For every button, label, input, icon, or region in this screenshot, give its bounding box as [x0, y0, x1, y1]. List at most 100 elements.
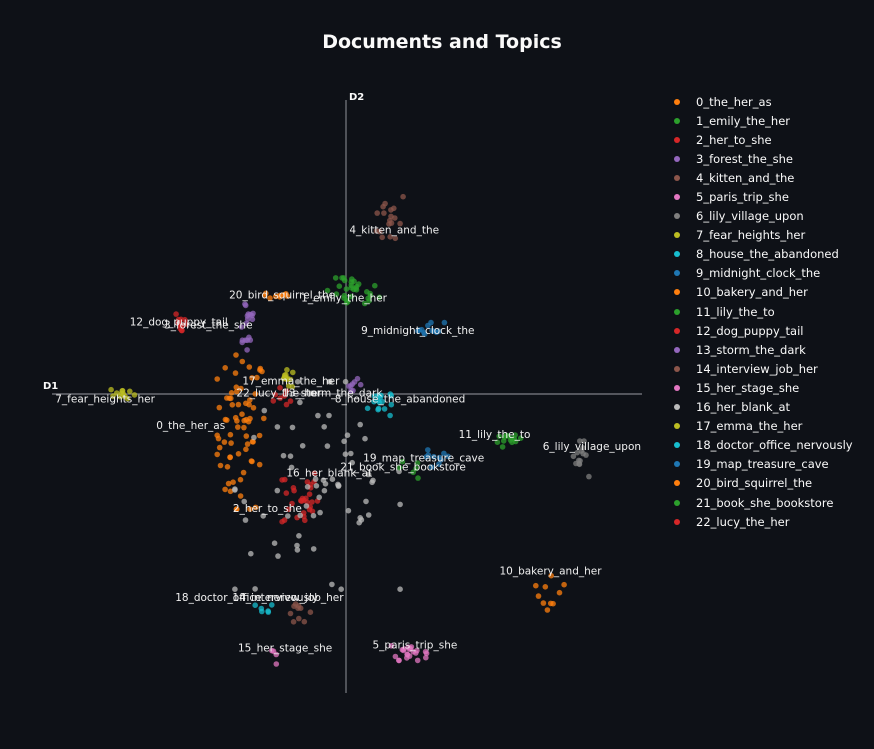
- point-topic-1[interactable]: [341, 292, 348, 299]
- point-topic-6[interactable]: [578, 448, 585, 454]
- point-topic-4[interactable]: [374, 210, 381, 216]
- point-topic-11[interactable]: [499, 444, 506, 450]
- point-topic-16[interactable]: [317, 509, 323, 516]
- point-topic-8[interactable]: [375, 397, 382, 404]
- point-topic-9[interactable]: [421, 331, 428, 338]
- point-topic-7[interactable]: [110, 393, 116, 399]
- point-topic-0[interactable]: [224, 464, 231, 470]
- point-topic-0[interactable]: [248, 458, 255, 464]
- point-topic-8[interactable]: [375, 406, 381, 413]
- point-topic-0[interactable]: [247, 415, 253, 422]
- point-topic-18[interactable]: [269, 602, 275, 608]
- point-topic-8[interactable]: [364, 405, 371, 412]
- point-topic-1[interactable]: [376, 294, 383, 301]
- point-topic-16[interactable]: [280, 452, 287, 459]
- point-topic-1[interactable]: [345, 299, 351, 305]
- point-topic-6[interactable]: [577, 438, 583, 444]
- point-topic-20[interactable]: [267, 295, 273, 301]
- point-topic-16[interactable]: [365, 512, 372, 518]
- point-topic-0[interactable]: [239, 411, 245, 418]
- point-topic-16[interactable]: [274, 487, 281, 494]
- point-topic-6[interactable]: [583, 452, 589, 458]
- point-topic-3[interactable]: [244, 347, 250, 353]
- point-topic-0[interactable]: [222, 365, 228, 371]
- point-topic-16[interactable]: [297, 399, 303, 406]
- point-topic-8[interactable]: [381, 406, 388, 412]
- point-topic-0[interactable]: [243, 446, 249, 453]
- point-topic-0[interactable]: [216, 404, 223, 411]
- point-topic-17[interactable]: [289, 384, 296, 390]
- point-topic-0[interactable]: [227, 488, 234, 495]
- legend-item[interactable]: 20_bird_squirrel_the: [672, 474, 853, 493]
- point-topic-16[interactable]: [370, 477, 376, 484]
- point-topic-1[interactable]: [372, 282, 378, 289]
- point-topic-16[interactable]: [275, 553, 281, 559]
- point-topic-11[interactable]: [494, 439, 501, 446]
- point-topic-2[interactable]: [281, 517, 288, 523]
- point-topic-16[interactable]: [397, 501, 403, 508]
- point-topic-4[interactable]: [387, 234, 394, 240]
- point-topic-4[interactable]: [397, 220, 403, 227]
- point-topic-12[interactable]: [173, 311, 179, 317]
- point-topic-1[interactable]: [361, 300, 368, 307]
- legend-item[interactable]: 2_her_to_she: [672, 130, 853, 149]
- point-topic-14[interactable]: [307, 609, 314, 615]
- legend-item[interactable]: 5_paris_trip_she: [672, 187, 853, 206]
- point-topic-17[interactable]: [287, 376, 294, 383]
- point-topic-1[interactable]: [333, 291, 340, 297]
- point-topic-16[interactable]: [289, 424, 296, 431]
- point-topic-0[interactable]: [247, 397, 253, 403]
- point-topic-3[interactable]: [244, 316, 251, 322]
- point-topic-6[interactable]: [576, 457, 582, 464]
- point-topic-22[interactable]: [272, 391, 279, 398]
- point-topic-0[interactable]: [243, 400, 249, 407]
- point-topic-0[interactable]: [228, 390, 235, 396]
- point-topic-16[interactable]: [348, 450, 354, 457]
- point-topic-0[interactable]: [214, 376, 220, 382]
- point-topic-4[interactable]: [388, 213, 394, 220]
- point-topic-0[interactable]: [256, 461, 263, 468]
- point-topic-0[interactable]: [216, 444, 223, 451]
- point-topic-5[interactable]: [392, 653, 399, 660]
- point-topic-16[interactable]: [341, 438, 347, 445]
- point-topic-16[interactable]: [326, 378, 333, 385]
- point-topic-16[interactable]: [309, 390, 315, 397]
- point-topic-17[interactable]: [284, 367, 290, 373]
- point-topic-5[interactable]: [396, 657, 402, 664]
- point-topic-10[interactable]: [533, 582, 539, 589]
- point-topic-0[interactable]: [241, 424, 247, 431]
- point-topic-10[interactable]: [556, 589, 563, 596]
- point-topic-19[interactable]: [441, 450, 447, 457]
- point-topic-7[interactable]: [131, 392, 138, 398]
- point-topic-16[interactable]: [338, 586, 345, 592]
- point-topic-16[interactable]: [315, 412, 321, 419]
- legend-item[interactable]: 14_interview_job_her: [672, 359, 853, 378]
- point-topic-2[interactable]: [306, 491, 313, 498]
- point-topic-0[interactable]: [230, 479, 236, 486]
- point-topic-19[interactable]: [430, 453, 437, 460]
- point-topic-16[interactable]: [232, 487, 238, 493]
- point-topic-16[interactable]: [329, 476, 336, 483]
- point-topic-5[interactable]: [414, 647, 420, 654]
- legend-item[interactable]: 4_kitten_and_the: [672, 168, 853, 187]
- point-topic-3[interactable]: [239, 339, 245, 346]
- point-topic-8[interactable]: [387, 412, 393, 419]
- point-topic-0[interactable]: [222, 486, 228, 493]
- point-topic-20[interactable]: [261, 292, 268, 299]
- legend-item[interactable]: 10_bakery_and_her: [672, 283, 853, 302]
- point-topic-16[interactable]: [294, 542, 300, 549]
- point-topic-0[interactable]: [246, 364, 253, 370]
- point-topic-0[interactable]: [237, 476, 244, 483]
- point-topic-0[interactable]: [254, 374, 260, 381]
- point-topic-15[interactable]: [269, 647, 275, 654]
- point-topic-10[interactable]: [540, 600, 547, 606]
- point-topic-16[interactable]: [344, 432, 351, 439]
- point-topic-0[interactable]: [235, 424, 241, 430]
- point-topic-1[interactable]: [355, 281, 362, 287]
- point-topic-7[interactable]: [108, 386, 114, 393]
- point-topic-10[interactable]: [535, 593, 542, 599]
- point-topic-16[interactable]: [241, 498, 247, 505]
- point-topic-16[interactable]: [312, 476, 319, 482]
- point-topic-12[interactable]: [175, 316, 182, 323]
- point-topic-19[interactable]: [436, 461, 442, 467]
